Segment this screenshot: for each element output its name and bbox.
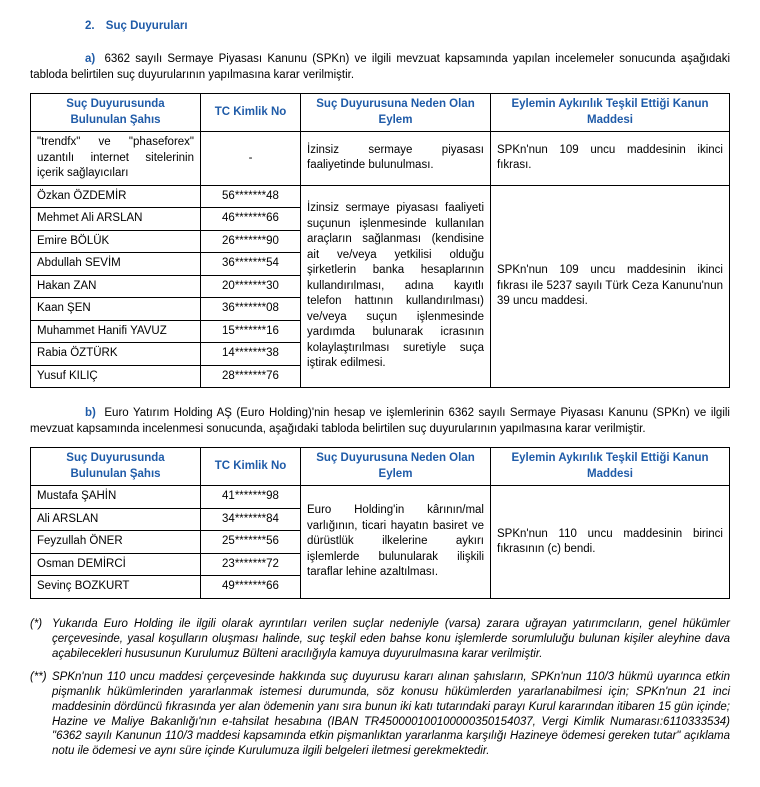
th-tc: TC Kimlik No — [201, 94, 301, 132]
cell-person: Özkan ÖZDEMİR — [31, 185, 201, 208]
cell-person: Yusuf KILIÇ — [31, 365, 201, 388]
cell-tc: 25*******56 — [201, 531, 301, 554]
part-b-label: b) — [85, 407, 96, 419]
cell-tc: - — [201, 132, 301, 186]
th-person: Suç Duyurusunda Bulunulan Şahıs — [31, 448, 201, 486]
cell-person: Rabia ÖZTÜRK — [31, 343, 201, 366]
cell-tc: 49*******66 — [201, 576, 301, 599]
section-title: 2. Suç Duyuruları — [85, 20, 730, 32]
cell-action-shared: İzinsiz sermaye piyasası faaliyeti suçun… — [301, 185, 491, 388]
table-row: Mustafa ŞAHİN41*******98Euro Holding'in … — [31, 486, 730, 509]
cell-tc: 41*******98 — [201, 486, 301, 509]
footnote-mark: (*) — [30, 617, 52, 662]
th-tc: TC Kimlik No — [201, 448, 301, 486]
cell-person: Muhammet Hanifi YAVUZ — [31, 320, 201, 343]
footnotes: (*)Yukarıda Euro Holding ile ilgili olar… — [30, 617, 730, 759]
cell-action: İzinsiz sermaye piyasası faaliyetinde bu… — [301, 132, 491, 186]
cell-person: Osman DEMİRCİ — [31, 553, 201, 576]
cell-tc: 20*******30 — [201, 275, 301, 298]
cell-person: Mehmet Ali ARSLAN — [31, 208, 201, 231]
cell-tc: 56*******48 — [201, 185, 301, 208]
cell-person: Feyzullah ÖNER — [31, 531, 201, 554]
th-action: Suç Duyurusuna Neden Olan Eylem — [301, 94, 491, 132]
cell-tc: 14*******38 — [201, 343, 301, 366]
cell-person: Ali ARSLAN — [31, 508, 201, 531]
cell-tc: 15*******16 — [201, 320, 301, 343]
footnote: (**)SPKn'nun 110 uncu maddesi çerçevesin… — [30, 670, 730, 760]
cell-tc: 28*******76 — [201, 365, 301, 388]
cell-person: "trendfx" ve "phaseforex" uzantılı inter… — [31, 132, 201, 186]
table-header-row: Suç Duyurusunda Bulunulan Şahıs TC Kimli… — [31, 94, 730, 132]
cell-person: Hakan ZAN — [31, 275, 201, 298]
part-b-intro-text: Euro Yatırım Holding AŞ (Euro Holding)'n… — [30, 407, 730, 435]
cell-tc: 23*******72 — [201, 553, 301, 576]
cell-person: Emire BÖLÜK — [31, 230, 201, 253]
table-header-row: Suç Duyurusunda Bulunulan Şahıs TC Kimli… — [31, 448, 730, 486]
cell-law-shared: SPKn'nun 109 uncu maddesinin ikinci fıkr… — [491, 185, 730, 388]
th-action: Suç Duyurusuna Neden Olan Eylem — [301, 448, 491, 486]
cell-person: Abdullah SEVİM — [31, 253, 201, 276]
footnote-text: Yukarıda Euro Holding ile ilgili olarak … — [52, 617, 730, 662]
cell-tc: 46*******66 — [201, 208, 301, 231]
part-a-intro-text: 6362 sayılı Sermaye Piyasası Kanunu (SPK… — [30, 53, 730, 81]
table-row: Özkan ÖZDEMİR56*******48İzinsiz sermaye … — [31, 185, 730, 208]
table-row: "trendfx" ve "phaseforex" uzantılı inter… — [31, 132, 730, 186]
footnote: (*)Yukarıda Euro Holding ile ilgili olar… — [30, 617, 730, 662]
table-a: Suç Duyurusunda Bulunulan Şahıs TC Kimli… — [30, 93, 730, 388]
th-person: Suç Duyurusunda Bulunulan Şahıs — [31, 94, 201, 132]
part-a-label: a) — [85, 53, 95, 65]
th-law: Eylemin Aykırılık Teşkil Ettiği Kanun Ma… — [491, 448, 730, 486]
cell-person: Kaan ŞEN — [31, 298, 201, 321]
cell-tc: 26*******90 — [201, 230, 301, 253]
section-number: 2. — [85, 20, 95, 32]
part-a-intro: a) 6362 sayılı Sermaye Piyasası Kanunu (… — [30, 52, 730, 83]
part-b-intro: b) Euro Yatırım Holding AŞ (Euro Holding… — [30, 406, 730, 437]
table-b: Suç Duyurusunda Bulunulan Şahıs TC Kimli… — [30, 447, 730, 599]
th-law: Eylemin Aykırılık Teşkil Ettiği Kanun Ma… — [491, 94, 730, 132]
cell-tc: 36*******08 — [201, 298, 301, 321]
cell-action-shared: Euro Holding'in kârının/mal varlığının, … — [301, 486, 491, 599]
cell-person: Mustafa ŞAHİN — [31, 486, 201, 509]
cell-tc: 36*******54 — [201, 253, 301, 276]
footnote-text: SPKn'nun 110 uncu maddesi çerçevesinde h… — [52, 670, 730, 760]
cell-tc: 34*******84 — [201, 508, 301, 531]
footnote-mark: (**) — [30, 670, 52, 760]
cell-person: Sevinç BOZKURT — [31, 576, 201, 599]
cell-law-shared: SPKn'nun 110 uncu maddesinin birinci fık… — [491, 486, 730, 599]
cell-law: SPKn'nun 109 uncu maddesinin ikinci fıkr… — [491, 132, 730, 186]
section-title-text: Suç Duyuruları — [106, 20, 188, 32]
